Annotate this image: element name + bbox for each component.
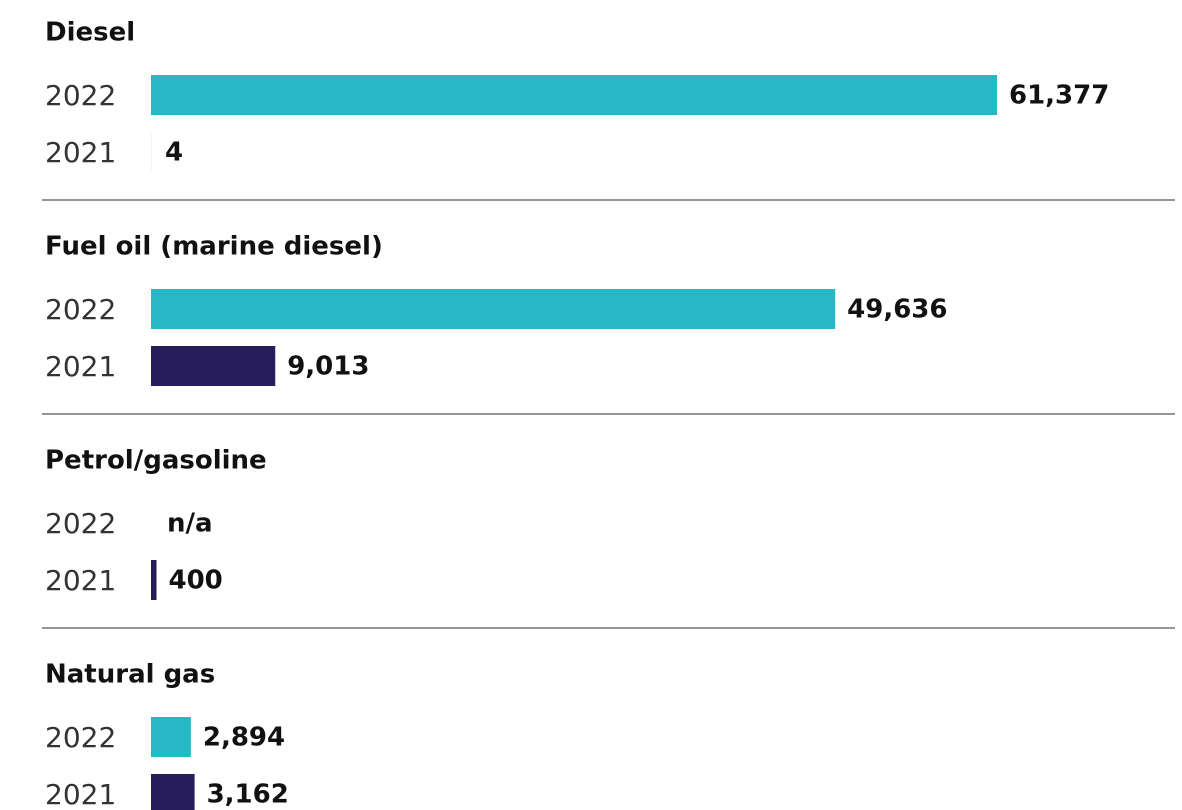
bar <box>151 289 836 329</box>
group-header: Natural gas <box>45 660 215 690</box>
year-label: 2022 <box>45 507 116 540</box>
year-label: 2021 <box>45 564 116 597</box>
year-label: 2022 <box>45 721 116 754</box>
year-label: 2022 <box>45 79 116 112</box>
bar <box>151 346 276 386</box>
group-header: Diesel <box>45 18 135 48</box>
year-label: 2022 <box>45 293 116 326</box>
bar <box>151 717 191 757</box>
value-label: 2,894 <box>203 723 285 753</box>
group-header: Petrol/gasoline <box>45 446 267 476</box>
bar <box>151 75 997 115</box>
value-label: 3,162 <box>207 780 289 810</box>
value-label: 9,013 <box>287 352 369 382</box>
value-label: 4 <box>165 138 183 168</box>
value-label: n/a <box>167 509 213 539</box>
year-label: 2021 <box>45 778 116 810</box>
value-label: 61,377 <box>1009 81 1109 111</box>
year-label: 2021 <box>45 136 116 169</box>
value-label: 400 <box>169 566 223 596</box>
year-label: 2021 <box>45 350 116 383</box>
bar <box>151 560 157 600</box>
bar <box>151 774 195 810</box>
group-header: Fuel oil (marine diesel) <box>45 232 383 262</box>
value-label: 49,636 <box>847 295 947 325</box>
